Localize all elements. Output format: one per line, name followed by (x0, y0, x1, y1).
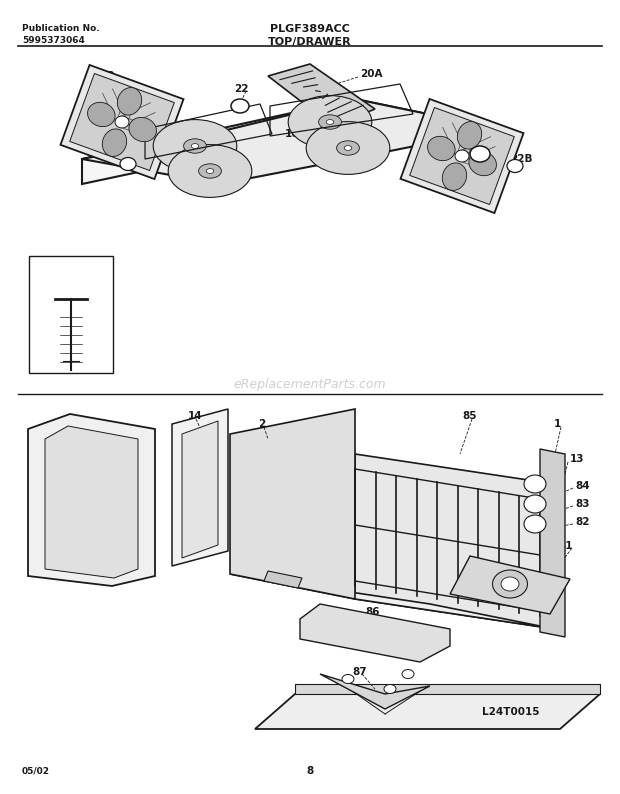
Ellipse shape (524, 515, 546, 533)
Ellipse shape (306, 121, 390, 175)
Ellipse shape (191, 144, 199, 148)
Text: 14: 14 (188, 411, 203, 421)
Ellipse shape (524, 475, 546, 493)
Ellipse shape (198, 164, 221, 178)
Ellipse shape (442, 163, 467, 191)
Text: L24T0015: L24T0015 (482, 707, 539, 717)
Text: 22: 22 (234, 84, 249, 94)
Polygon shape (320, 674, 430, 709)
Ellipse shape (120, 157, 136, 171)
Ellipse shape (129, 118, 156, 141)
Ellipse shape (344, 145, 352, 150)
Polygon shape (410, 107, 515, 205)
FancyBboxPatch shape (29, 256, 113, 373)
Polygon shape (61, 65, 184, 179)
Ellipse shape (319, 115, 342, 129)
Text: 1: 1 (554, 419, 561, 429)
Polygon shape (45, 426, 138, 578)
Ellipse shape (507, 160, 523, 172)
Text: 22A: 22A (466, 141, 489, 151)
Ellipse shape (326, 120, 334, 125)
Polygon shape (401, 99, 523, 213)
Text: 87: 87 (352, 667, 366, 677)
Text: PLGF389ACC: PLGF389ACC (270, 24, 350, 34)
Text: 84: 84 (575, 481, 590, 491)
Polygon shape (540, 449, 565, 637)
Polygon shape (295, 684, 600, 694)
Polygon shape (172, 409, 228, 566)
Ellipse shape (524, 495, 546, 513)
Ellipse shape (470, 146, 490, 162)
Text: 82: 82 (575, 517, 590, 527)
Ellipse shape (492, 570, 528, 598)
Text: 2: 2 (258, 419, 265, 429)
Text: 86: 86 (365, 607, 379, 617)
Ellipse shape (428, 137, 455, 160)
Ellipse shape (455, 150, 469, 162)
Ellipse shape (458, 121, 482, 149)
Ellipse shape (501, 577, 519, 591)
Ellipse shape (168, 145, 252, 198)
Ellipse shape (184, 139, 206, 153)
Text: 85: 85 (462, 411, 477, 421)
Polygon shape (82, 99, 500, 184)
Text: 16: 16 (285, 129, 299, 139)
Ellipse shape (87, 102, 115, 126)
Ellipse shape (117, 87, 142, 115)
Polygon shape (268, 64, 375, 126)
Ellipse shape (102, 129, 126, 156)
Ellipse shape (206, 168, 214, 173)
Ellipse shape (469, 152, 497, 175)
Text: 83: 83 (575, 499, 590, 509)
Text: 39: 39 (50, 491, 64, 501)
Text: eReplacementParts.com: eReplacementParts.com (234, 378, 386, 391)
Ellipse shape (337, 141, 360, 155)
Polygon shape (182, 421, 218, 558)
Polygon shape (255, 694, 600, 729)
Text: 20: 20 (432, 117, 446, 127)
Text: 22C: 22C (72, 129, 94, 139)
Text: Publication No.: Publication No. (22, 24, 100, 33)
Text: TOP/DRAWER: TOP/DRAWER (268, 37, 352, 47)
Text: 13: 13 (570, 454, 585, 464)
Polygon shape (355, 454, 555, 629)
Polygon shape (28, 414, 155, 586)
Text: 8: 8 (306, 766, 314, 776)
Text: 5995373064: 5995373064 (22, 36, 85, 45)
Ellipse shape (115, 116, 129, 128)
Polygon shape (230, 409, 355, 599)
Polygon shape (264, 571, 302, 588)
Polygon shape (230, 574, 555, 629)
Ellipse shape (288, 95, 372, 148)
Text: 88: 88 (38, 259, 51, 269)
Text: 81: 81 (558, 541, 572, 551)
Polygon shape (82, 99, 500, 184)
Text: 22B: 22B (510, 154, 533, 164)
Ellipse shape (384, 684, 396, 693)
Text: 20: 20 (100, 71, 115, 81)
Ellipse shape (153, 120, 237, 172)
Ellipse shape (231, 99, 249, 113)
Text: 4: 4 (198, 484, 205, 494)
Ellipse shape (402, 669, 414, 679)
Polygon shape (450, 556, 570, 614)
Text: 20A: 20A (360, 69, 383, 79)
Polygon shape (69, 74, 174, 171)
Ellipse shape (342, 674, 354, 684)
Polygon shape (300, 604, 450, 662)
Text: 05/02: 05/02 (22, 767, 50, 776)
